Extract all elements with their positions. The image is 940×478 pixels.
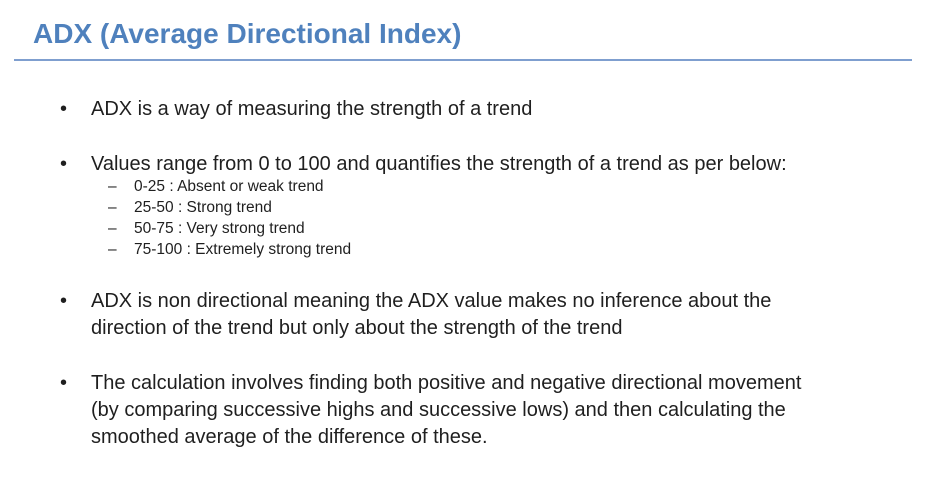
bullet-text: (by comparing successive highs and succe… <box>91 399 786 421</box>
bullet-dot-icon: • <box>60 372 68 394</box>
bullet-text: smoothed average of the difference of th… <box>91 426 488 448</box>
sub-item-text: 25-50 : Strong trend <box>134 199 272 216</box>
bullet-text: ADX is a way of measuring the strength o… <box>91 98 533 120</box>
bullet-dot-icon: • <box>60 153 68 175</box>
dash-icon: – <box>108 178 117 195</box>
bullet-text: The calculation involves finding both po… <box>91 372 802 394</box>
sub-item-text: 0-25 : Absent or weak trend <box>134 178 324 195</box>
bullet-dot-icon: • <box>60 290 68 312</box>
dash-icon: – <box>108 241 117 258</box>
bullet-text: direction of the trend but only about th… <box>91 317 623 339</box>
dash-icon: – <box>108 220 117 237</box>
title-underline <box>14 59 912 61</box>
slide-title: ADX (Average Directional Index) <box>33 18 462 49</box>
sub-item-text: 75-100 : Extremely strong trend <box>134 241 352 258</box>
sub-item-text: 50-75 : Very strong trend <box>134 220 305 237</box>
dash-icon: – <box>108 199 117 216</box>
bullet-text: ADX is non directional meaning the ADX v… <box>91 290 772 312</box>
bullet-text: Values range from 0 to 100 and quantifie… <box>91 153 787 175</box>
bullet-dot-icon: • <box>60 98 68 120</box>
